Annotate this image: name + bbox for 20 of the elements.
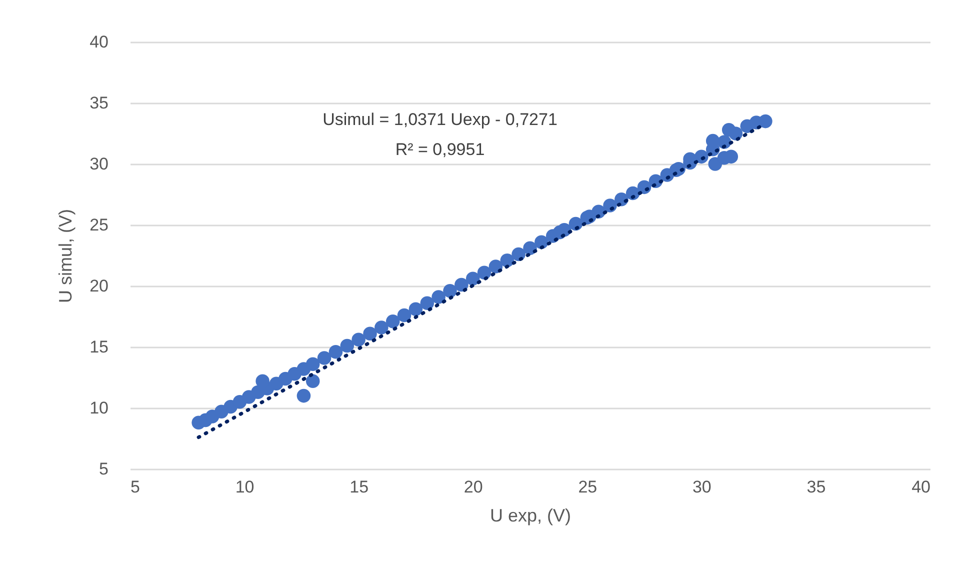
x-tick-label: 35 [806, 478, 826, 496]
x-tick-label: 30 [692, 478, 712, 496]
x-tick-label: 5 [130, 478, 140, 496]
y-tick-label: 5 [99, 460, 108, 478]
y-tick-label: 30 [90, 154, 108, 174]
y-tick-label: 15 [90, 338, 108, 356]
y-tick-label: 10 [90, 398, 108, 418]
x-axis-title: U exp, (V) [490, 506, 572, 526]
x-tick-label: 20 [464, 478, 483, 496]
x-tick-label: 25 [578, 478, 598, 496]
y-tick-label: 20 [90, 276, 108, 296]
x-tick-label: 15 [350, 478, 369, 496]
annotation: R² = 0,9951 [395, 140, 485, 159]
annotation: Usimul = 1,0371 Uexp - 0,7271 [322, 110, 558, 129]
x-tick-label: 10 [235, 478, 254, 496]
y-tick-label: 25 [90, 216, 108, 234]
y-tick-label: 40 [90, 32, 108, 52]
x-tick-label: 40 [912, 478, 930, 496]
y-axis-title: U simul, (V) [56, 209, 76, 303]
y-tick-label: 35 [90, 94, 108, 112]
